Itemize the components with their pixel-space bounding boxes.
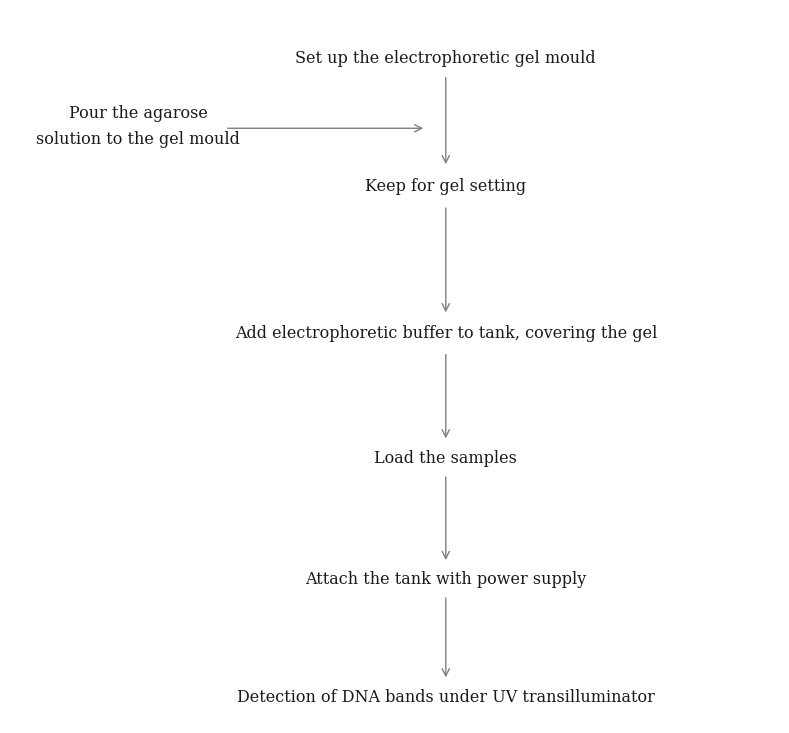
Text: Detection of DNA bands under UV transilluminator: Detection of DNA bands under UV transill… xyxy=(237,689,655,707)
Text: Keep for gel setting: Keep for gel setting xyxy=(365,178,526,196)
Text: Add electrophoretic buffer to tank, covering the gel: Add electrophoretic buffer to tank, cove… xyxy=(234,325,657,342)
Text: Pour the agarose: Pour the agarose xyxy=(69,105,208,122)
Text: Attach the tank with power supply: Attach the tank with power supply xyxy=(305,570,586,588)
Text: Set up the electrophoretic gel mould: Set up the electrophoretic gel mould xyxy=(295,50,596,67)
Text: Load the samples: Load the samples xyxy=(374,449,518,467)
Text: solution to the gel mould: solution to the gel mould xyxy=(36,130,240,148)
